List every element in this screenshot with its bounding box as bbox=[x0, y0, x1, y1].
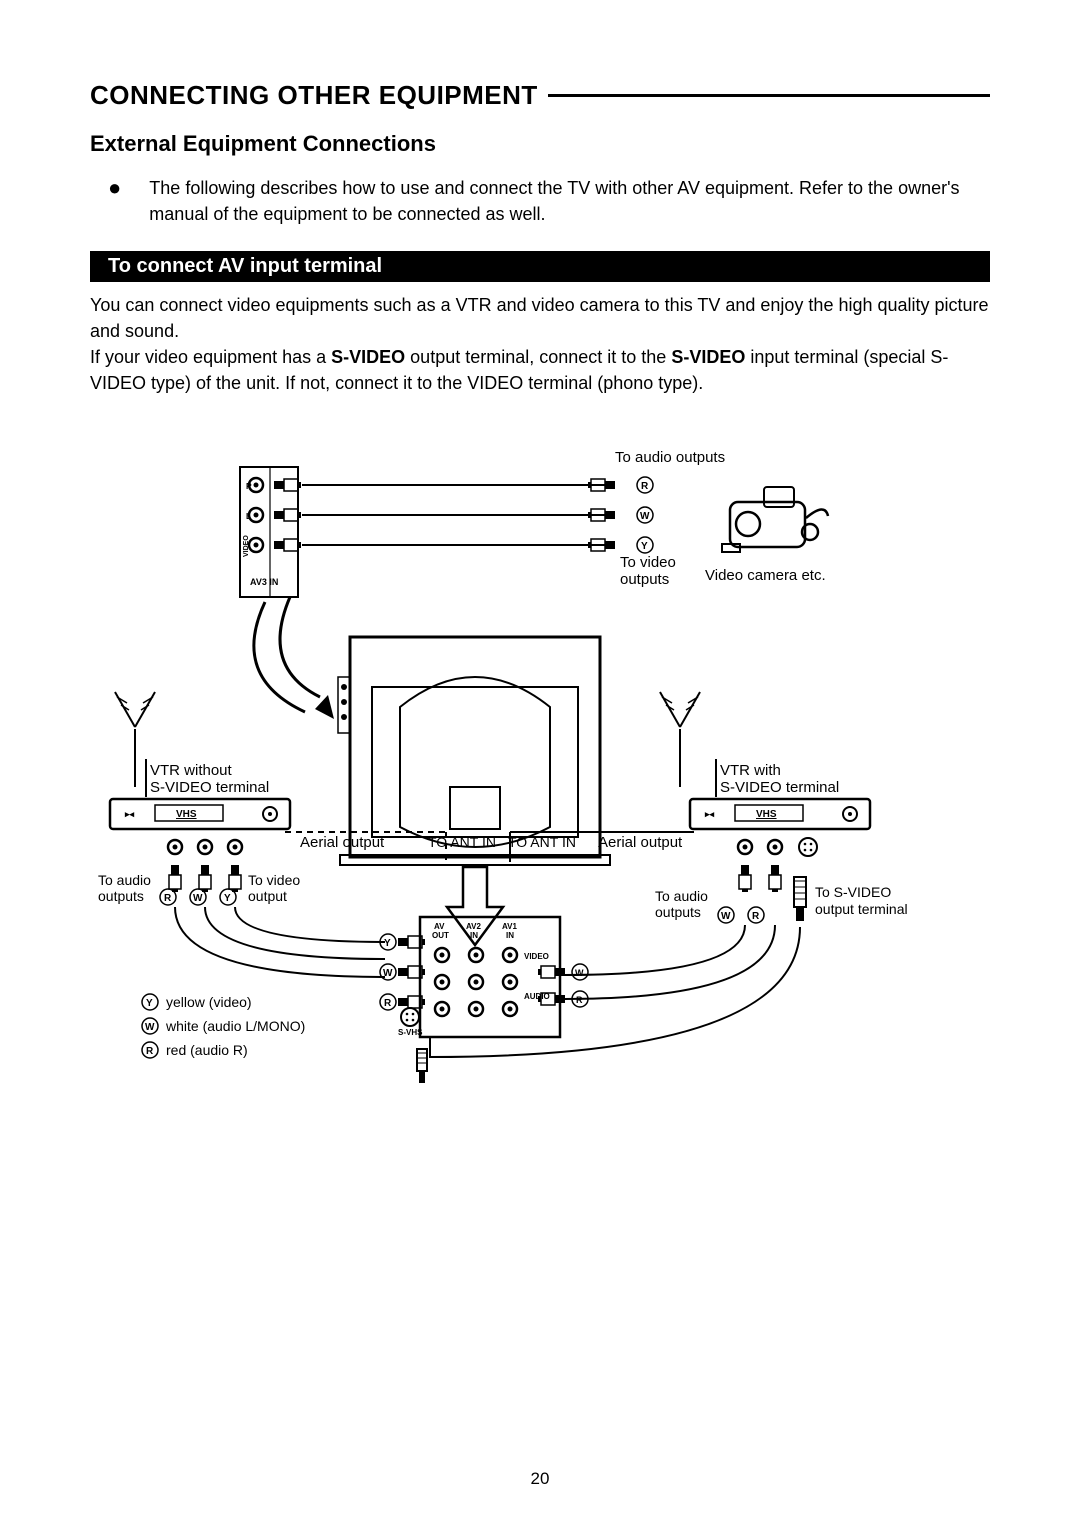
svg-text:Y: Y bbox=[641, 541, 648, 552]
section-rule bbox=[548, 94, 990, 97]
section-title-row: CONNECTING OTHER EQUIPMENT bbox=[90, 80, 990, 111]
svg-text:R: R bbox=[164, 893, 172, 904]
svg-text:outputs: outputs bbox=[98, 888, 144, 904]
svg-text:VHS: VHS bbox=[176, 809, 197, 820]
svg-text:AV2: AV2 bbox=[466, 922, 482, 931]
svg-text:yellow (video): yellow (video) bbox=[166, 994, 252, 1010]
label-aerial-left: Aerial output bbox=[300, 834, 385, 851]
svg-text:R: R bbox=[576, 995, 583, 1005]
svg-text:OUT: OUT bbox=[432, 931, 449, 940]
svg-text:outputs: outputs bbox=[655, 904, 701, 920]
paragraph-1: You can connect video equipments such as… bbox=[90, 292, 990, 344]
svg-text:R: R bbox=[641, 481, 649, 492]
svg-text:S-VHS: S-VHS bbox=[398, 1028, 423, 1037]
svg-text:output terminal: output terminal bbox=[815, 901, 908, 917]
bullet-dot: ● bbox=[108, 175, 121, 227]
bullet-text: The following describes how to use and c… bbox=[149, 175, 990, 227]
svg-text:IN: IN bbox=[506, 931, 514, 940]
label-video-out-l1: To video bbox=[620, 554, 676, 571]
svg-text:VIDEO: VIDEO bbox=[524, 952, 549, 961]
label-antin-left: TO ANT IN bbox=[428, 834, 496, 850]
label-camera: Video camera etc. bbox=[705, 567, 826, 584]
svg-text:W: W bbox=[640, 511, 650, 522]
video-camera-icon bbox=[722, 487, 828, 552]
p2-pre: If your video equipment has a bbox=[90, 347, 331, 367]
svg-text:VIDEO: VIDEO bbox=[243, 534, 250, 556]
color-legend: Y yellow (video) W white (audio L/MONO) … bbox=[142, 994, 305, 1058]
svg-text:VTR with: VTR with bbox=[720, 762, 781, 779]
svg-text:VTR without: VTR without bbox=[150, 762, 233, 779]
p2-mid: output terminal, connect it to the bbox=[405, 347, 671, 367]
svg-text:S-VIDEO terminal: S-VIDEO terminal bbox=[150, 779, 269, 796]
label-video-out-l2: outputs bbox=[620, 571, 669, 588]
svg-text:AUDIO: AUDIO bbox=[524, 992, 550, 1001]
svg-text:Y: Y bbox=[224, 893, 231, 904]
av3-in-label: AV3 IN bbox=[250, 577, 278, 587]
svg-text:To audio: To audio bbox=[655, 888, 708, 904]
paragraph-2: If your video equipment has a S-VIDEO ou… bbox=[90, 344, 990, 396]
svg-text:AV1: AV1 bbox=[502, 922, 518, 931]
bullet-item: ● The following describes how to use and… bbox=[90, 175, 990, 227]
label-antin-right: TO ANT IN bbox=[508, 834, 576, 850]
vtr-left: VTR without S-VIDEO terminal VHS ▸◂ bbox=[110, 759, 290, 854]
svg-text:R: R bbox=[752, 911, 760, 922]
svg-text:To video: To video bbox=[248, 872, 300, 888]
av3-panel: R L VIDEO AV3 IN bbox=[240, 467, 301, 597]
svg-text:IN: IN bbox=[470, 931, 478, 940]
subtitle: External Equipment Connections bbox=[90, 131, 990, 157]
svg-text:W: W bbox=[145, 1022, 155, 1033]
svg-text:W: W bbox=[721, 911, 731, 922]
svg-text:red (audio R): red (audio R) bbox=[166, 1042, 248, 1058]
svg-text:Y: Y bbox=[146, 998, 153, 1009]
svg-text:L: L bbox=[246, 512, 251, 521]
svg-text:R: R bbox=[246, 482, 252, 491]
svg-text:R: R bbox=[146, 1046, 154, 1057]
connection-diagram: R L VIDEO AV3 IN R W Y To audio outputs … bbox=[90, 437, 990, 1297]
svg-text:Y: Y bbox=[384, 938, 391, 949]
section-bar: To connect AV input terminal bbox=[90, 251, 990, 282]
svg-text:AV: AV bbox=[434, 922, 445, 931]
svg-text:▸◂: ▸◂ bbox=[704, 809, 715, 819]
svg-text:S-VIDEO terminal: S-VIDEO terminal bbox=[720, 779, 839, 796]
svg-text:VHS: VHS bbox=[756, 809, 777, 820]
svg-text:W: W bbox=[193, 893, 203, 904]
svg-text:▸◂: ▸◂ bbox=[124, 809, 135, 819]
svg-text:white (audio L/MONO): white (audio L/MONO) bbox=[165, 1018, 305, 1034]
svg-text:R: R bbox=[384, 998, 392, 1009]
svg-text:output: output bbox=[248, 888, 287, 904]
svg-text:W: W bbox=[383, 968, 393, 979]
svg-text:To audio: To audio bbox=[98, 872, 151, 888]
label-audio-top: To audio outputs bbox=[615, 449, 725, 466]
p2-b1: S-VIDEO bbox=[331, 347, 405, 367]
svg-text:W: W bbox=[575, 968, 584, 978]
tv-rear bbox=[338, 637, 610, 865]
label-aerial-right: Aerial output bbox=[598, 834, 683, 851]
svg-text:To S-VIDEO: To S-VIDEO bbox=[815, 884, 891, 900]
p2-b2: S-VIDEO bbox=[671, 347, 745, 367]
vtr-right: VTR with S-VIDEO terminal VHS ▸◂ bbox=[690, 759, 870, 856]
section-title: CONNECTING OTHER EQUIPMENT bbox=[90, 80, 538, 111]
page-number: 20 bbox=[0, 1469, 1080, 1489]
